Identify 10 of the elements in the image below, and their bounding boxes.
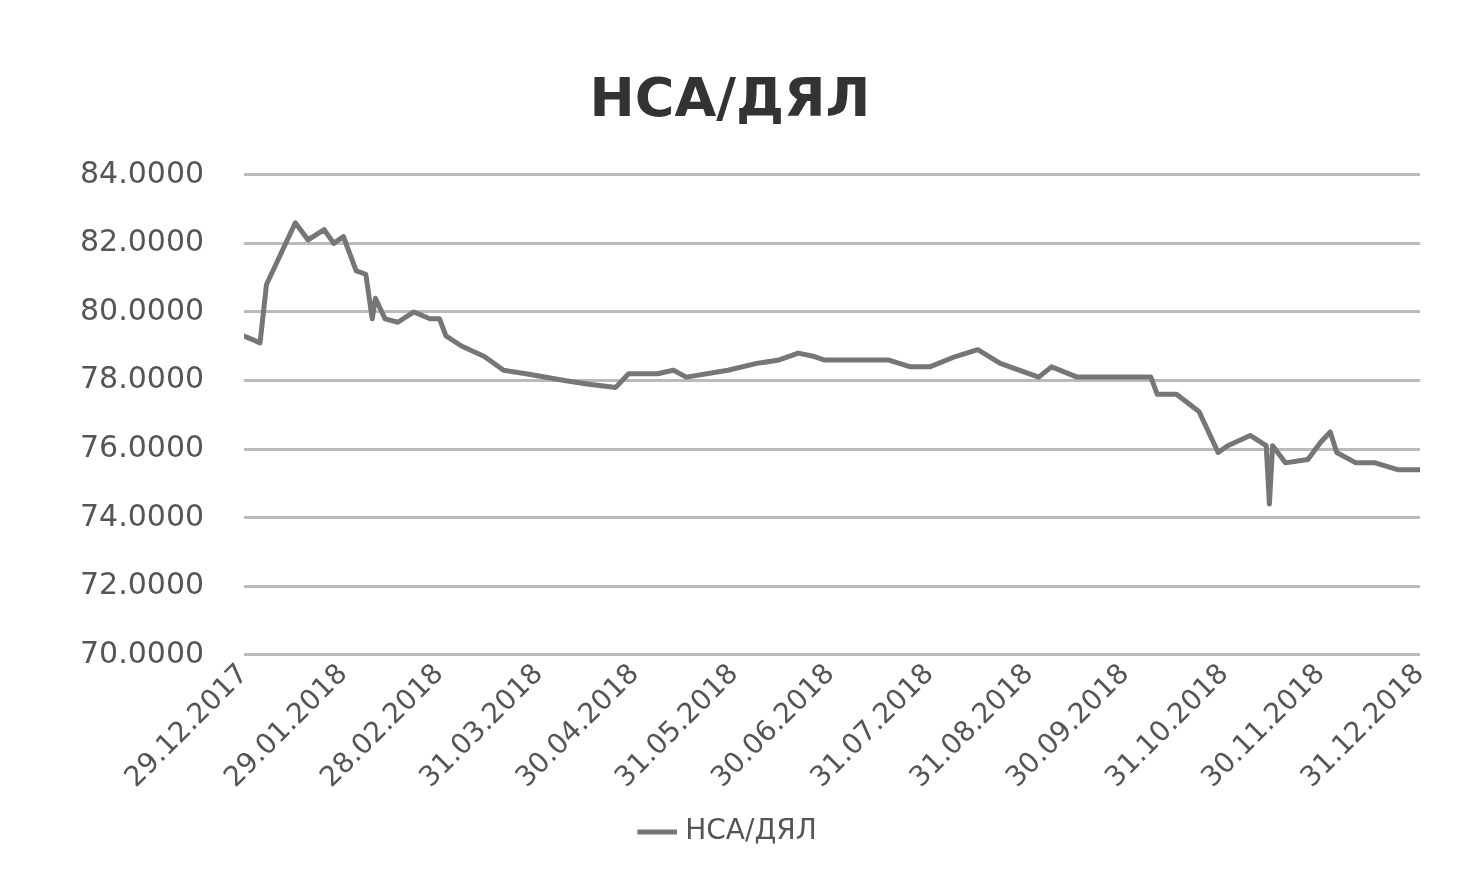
- y-tick-label: 76.0000: [80, 428, 205, 464]
- y-tick-label: 82.0000: [80, 223, 205, 259]
- y-tick-label: 84.0000: [80, 154, 205, 190]
- chart-title: НСА/ДЯЛ: [589, 66, 871, 130]
- y-tick-label: 72.0000: [80, 566, 205, 602]
- legend-label: НСА/ДЯЛ: [685, 813, 817, 847]
- y-tick-label: 74.0000: [80, 497, 205, 533]
- y-tick-label: 78.0000: [80, 360, 205, 396]
- y-tick-label: 80.0000: [80, 291, 205, 327]
- y-tick-label: 70.0000: [80, 634, 205, 670]
